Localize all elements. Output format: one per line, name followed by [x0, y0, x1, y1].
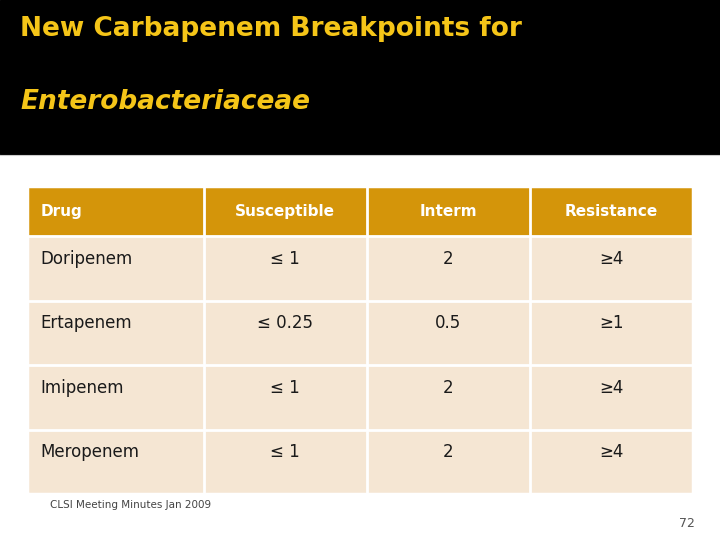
Bar [530, 365, 693, 430]
Text: 2: 2 [443, 379, 454, 396]
Bar [530, 186, 693, 236]
Bar [530, 236, 693, 300]
Bar [530, 300, 693, 365]
Text: 2: 2 [443, 249, 454, 267]
Text: ≤ 1: ≤ 1 [270, 379, 300, 396]
Text: Ertapenem: Ertapenem [40, 314, 132, 332]
Text: Interm: Interm [419, 204, 477, 219]
Bar [27, 430, 204, 494]
Bar [366, 430, 530, 494]
Bar [27, 236, 204, 300]
Bar [27, 365, 204, 430]
Text: 72: 72 [679, 517, 695, 530]
Text: ≥4: ≥4 [599, 379, 624, 396]
Text: Drug: Drug [40, 204, 82, 219]
Bar [530, 430, 693, 494]
Bar [366, 300, 530, 365]
Bar [27, 186, 204, 236]
Text: Doripenem: Doripenem [40, 249, 132, 267]
Bar [27, 300, 204, 365]
Text: Imipenem: Imipenem [40, 379, 124, 396]
Text: 0.5: 0.5 [435, 314, 462, 332]
Bar [204, 365, 366, 430]
Text: CLSI Meeting Minutes Jan 2009: CLSI Meeting Minutes Jan 2009 [50, 500, 212, 510]
Text: ≥4: ≥4 [599, 249, 624, 267]
Text: ≤ 1: ≤ 1 [270, 443, 300, 461]
Text: New Carbapenem Breakpoints for: New Carbapenem Breakpoints for [20, 16, 522, 42]
Text: ≤ 0.25: ≤ 0.25 [257, 314, 313, 332]
Text: ≥4: ≥4 [599, 443, 624, 461]
Bar [366, 365, 530, 430]
Bar [366, 186, 530, 236]
Text: 2: 2 [443, 443, 454, 461]
Bar [0, 0, 720, 154]
Text: Susceptible: Susceptible [235, 204, 335, 219]
Bar [204, 186, 366, 236]
Text: Enterobacteriaceae: Enterobacteriaceae [20, 89, 310, 115]
Bar [204, 300, 366, 365]
Text: ≥1: ≥1 [599, 314, 624, 332]
Bar [204, 430, 366, 494]
Text: Resistance: Resistance [564, 204, 658, 219]
Bar [204, 236, 366, 300]
Text: ≤ 1: ≤ 1 [270, 249, 300, 267]
Text: Meropenem: Meropenem [40, 443, 140, 461]
Bar [366, 236, 530, 300]
